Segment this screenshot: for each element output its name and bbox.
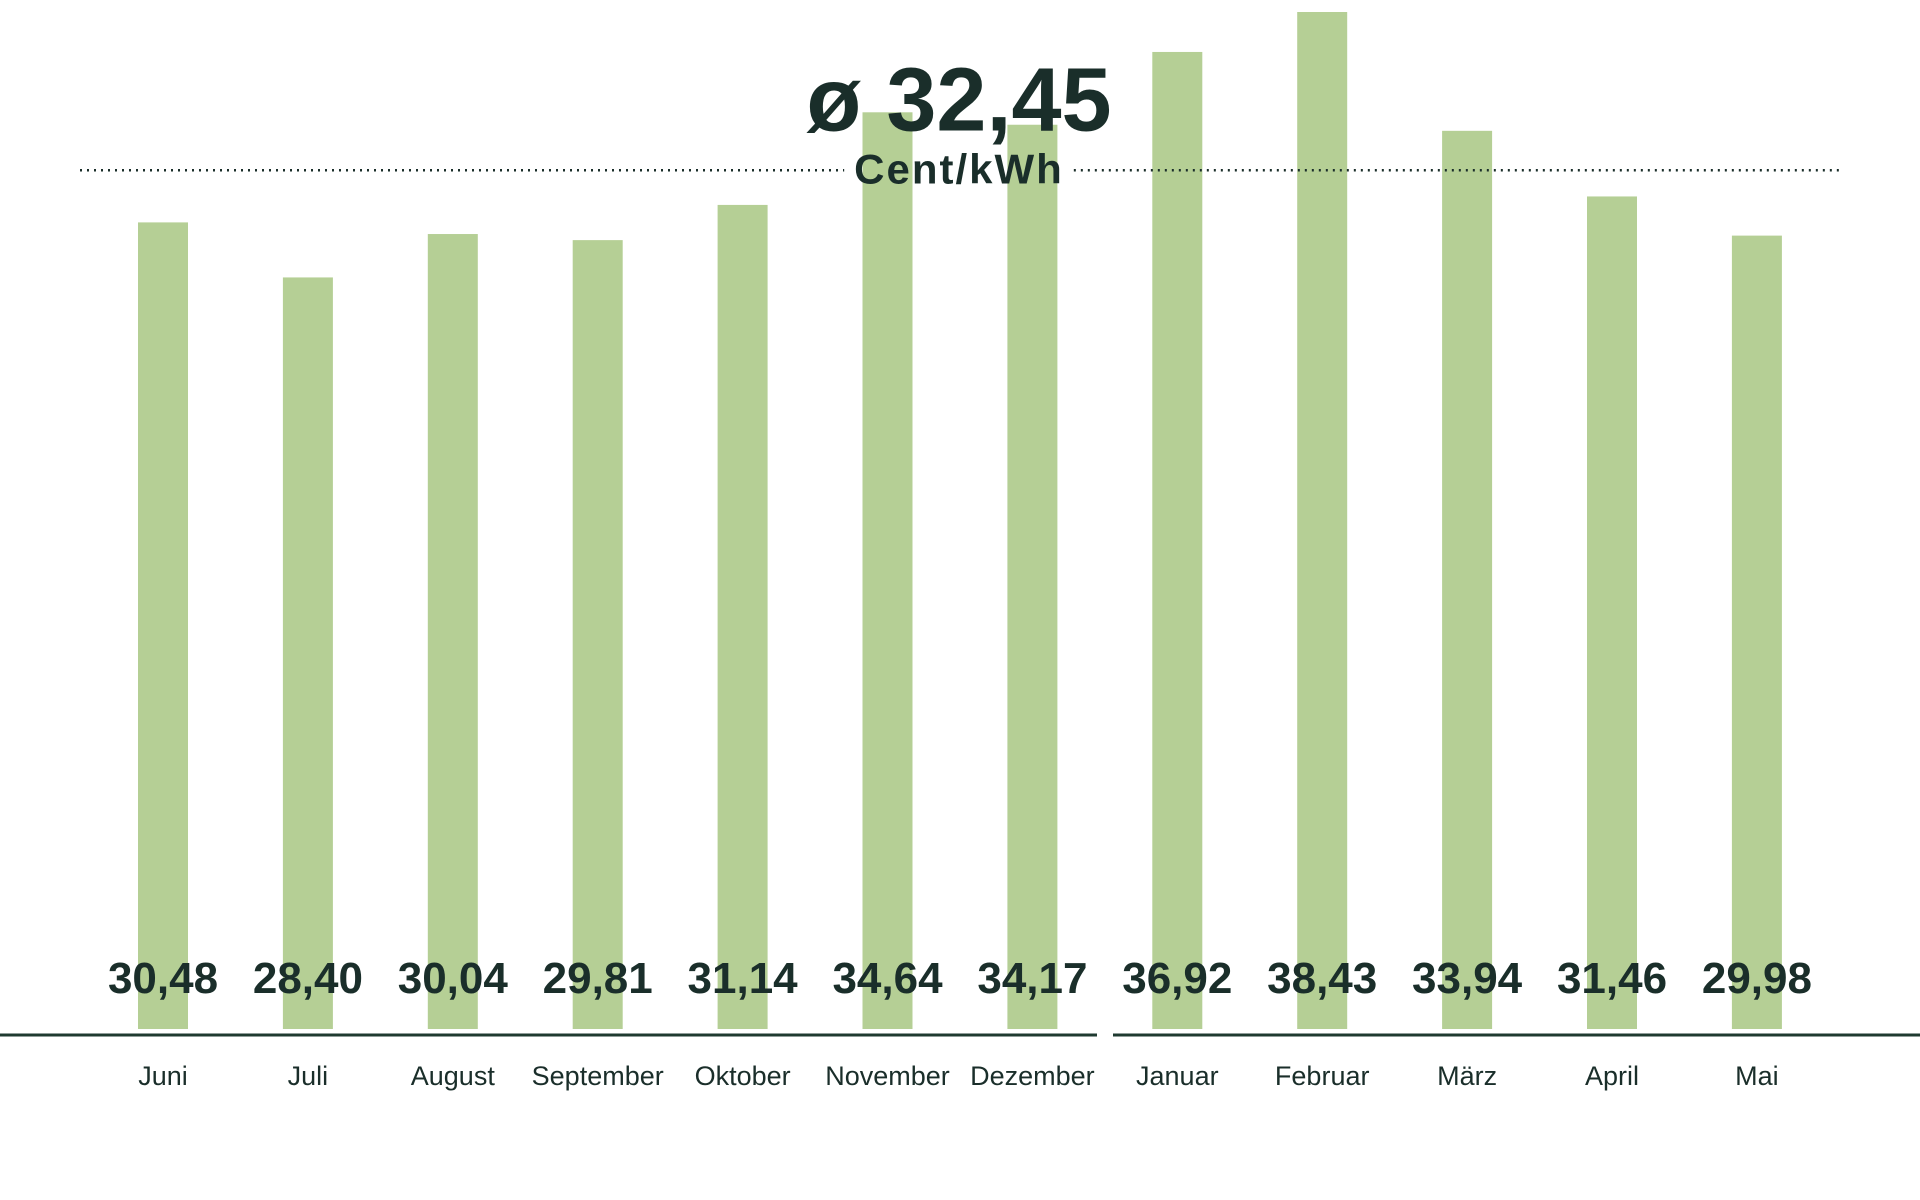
bar	[1297, 12, 1348, 1029]
bar	[427, 234, 478, 1029]
bar	[572, 240, 623, 1030]
value-label: 33,94	[1412, 954, 1523, 1003]
x-tick-label: Juni	[138, 1061, 188, 1091]
value-label: 34,64	[832, 954, 943, 1003]
value-label: 28,40	[253, 954, 363, 1003]
x-tick-label: August	[411, 1061, 496, 1091]
average-label: ø 32,45	[806, 50, 1111, 150]
bar	[1587, 196, 1637, 1029]
x-tick-label: Januar	[1136, 1061, 1219, 1091]
value-label: 29,81	[543, 954, 653, 1003]
value-label: 30,48	[108, 954, 218, 1003]
value-label: 31,46	[1557, 954, 1667, 1003]
x-tick-label: März	[1437, 1061, 1497, 1091]
value-label: 29,98	[1702, 954, 1812, 1003]
x-tick-label: April	[1585, 1061, 1639, 1091]
value-label: 34,17	[977, 954, 1087, 1003]
x-tick-label: Dezember	[970, 1061, 1095, 1091]
x-tick-label: November	[825, 1061, 950, 1091]
bar	[282, 277, 333, 1029]
unit-label: Cent/kWh	[854, 145, 1064, 192]
bar	[1442, 130, 1493, 1029]
value-label: 31,14	[688, 954, 799, 1003]
bar	[1731, 235, 1782, 1029]
value-label: 36,92	[1122, 954, 1232, 1003]
x-tick-label: September	[532, 1061, 664, 1091]
bar	[862, 112, 913, 1029]
bar	[717, 204, 768, 1029]
bar	[138, 222, 188, 1029]
bar	[1007, 124, 1058, 1030]
x-tick-label: Februar	[1275, 1061, 1370, 1091]
bar	[1152, 51, 1203, 1029]
x-tick-label: Oktober	[695, 1061, 791, 1091]
value-label: 30,04	[398, 954, 509, 1003]
value-label: 38,43	[1267, 954, 1377, 1003]
x-tick-label: Juli	[288, 1061, 329, 1091]
x-tick-label: Mai	[1735, 1061, 1779, 1091]
